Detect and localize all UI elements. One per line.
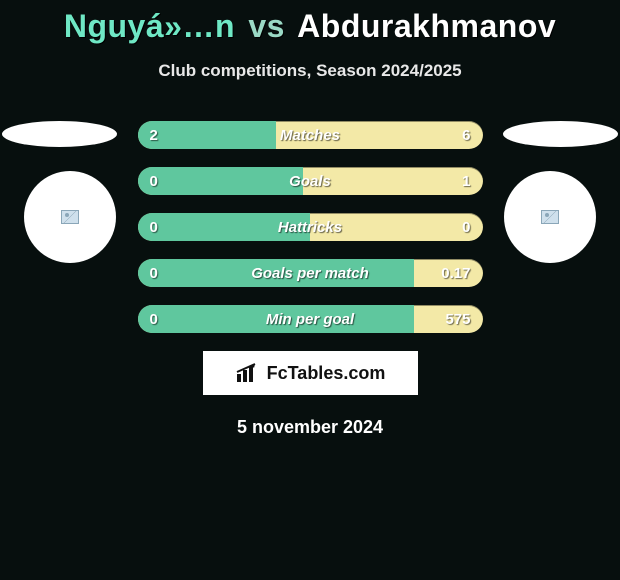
stat-right-value: 0 (462, 213, 470, 241)
decor-ellipse-left (2, 121, 117, 147)
date-text: 5 november 2024 (0, 417, 620, 438)
stat-label: Matches (138, 121, 483, 149)
player1-avatar (24, 171, 116, 263)
placeholder-image-icon (61, 210, 79, 224)
placeholder-image-icon (541, 210, 559, 224)
stat-bar: 0 Hattricks 0 (138, 213, 483, 241)
page-title: Nguyá»…n vs Abdurakhmanov (0, 0, 620, 45)
stat-right-value: 575 (445, 305, 470, 333)
brand-text: FcTables.com (267, 363, 386, 384)
decor-ellipse-right (503, 121, 618, 147)
brand-badge: FcTables.com (203, 351, 418, 395)
stat-bars: 2 Matches 6 0 Goals 1 0 Hattricks 0 0 Go… (138, 121, 483, 333)
stat-label: Goals per match (138, 259, 483, 287)
stats-area: 2 Matches 6 0 Goals 1 0 Hattricks 0 0 Go… (0, 121, 620, 438)
stat-bar: 0 Min per goal 575 (138, 305, 483, 333)
stat-right-value: 0.17 (441, 259, 470, 287)
stat-right-value: 1 (462, 167, 470, 195)
stat-bar: 2 Matches 6 (138, 121, 483, 149)
stat-label: Min per goal (138, 305, 483, 333)
stat-label: Hattricks (138, 213, 483, 241)
player2-avatar (504, 171, 596, 263)
stat-bar: 0 Goals 1 (138, 167, 483, 195)
player1-name: Nguyá»…n (64, 8, 235, 44)
subtitle: Club competitions, Season 2024/2025 (0, 61, 620, 81)
stat-right-value: 6 (462, 121, 470, 149)
bar-chart-icon (235, 362, 261, 384)
player2-name: Abdurakhmanov (297, 8, 556, 44)
stat-bar: 0 Goals per match 0.17 (138, 259, 483, 287)
stat-label: Goals (138, 167, 483, 195)
vs-text: vs (244, 8, 289, 44)
